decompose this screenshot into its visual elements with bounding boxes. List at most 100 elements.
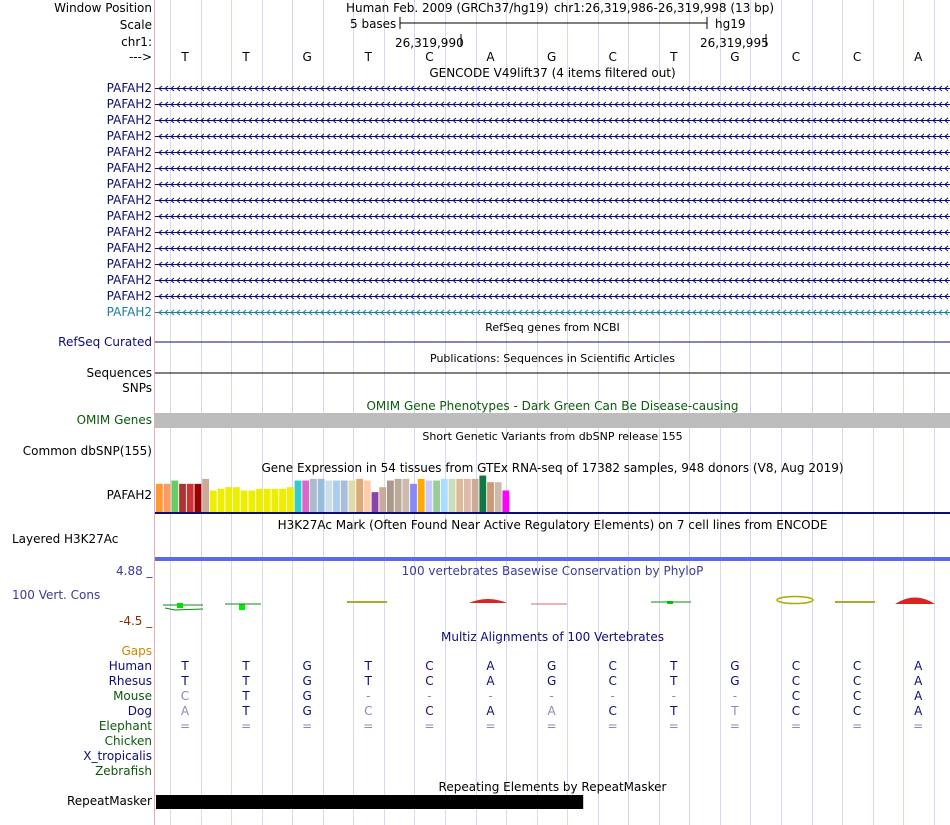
- repeatmasker-label[interactable]: RepeatMasker: [66, 794, 152, 808]
- gencode-item-label[interactable]: PAFAH2: [106, 289, 152, 303]
- strand-arrow: [272, 181, 277, 188]
- strand-arrow: [296, 85, 301, 92]
- strand-arrow: [560, 117, 565, 124]
- strand-arrow: [704, 165, 709, 172]
- gencode-item-label[interactable]: PAFAH2: [106, 241, 152, 255]
- strand-arrow: [344, 181, 349, 188]
- strand-arrow: [518, 165, 523, 172]
- multiz-species-label[interactable]: Mouse: [113, 689, 152, 703]
- strand-arrow: [890, 181, 895, 188]
- strand-arrow: [902, 245, 907, 252]
- strand-arrow: [158, 133, 163, 140]
- strand-arrow: [614, 101, 619, 108]
- gtex-tissue-bar: [487, 482, 494, 512]
- strand-arrow: [920, 309, 925, 316]
- gencode-item-label[interactable]: PAFAH2: [106, 145, 152, 159]
- gencode-item-label[interactable]: PAFAH2: [106, 305, 152, 319]
- gencode-item-label[interactable]: PAFAH2: [106, 257, 152, 271]
- strand-arrow: [296, 117, 301, 124]
- strand-arrow: [338, 261, 343, 268]
- strand-arrow: [884, 261, 889, 268]
- omim-bar[interactable]: [155, 413, 950, 428]
- strand-arrow: [608, 261, 613, 268]
- multiz-species-label[interactable]: Elephant: [98, 719, 152, 733]
- strand-arrow: [638, 261, 643, 268]
- strand-arrow: [914, 133, 919, 140]
- gencode-item-label[interactable]: PAFAH2: [106, 273, 152, 287]
- strand-arrow: [344, 85, 349, 92]
- multiz-base: C: [791, 689, 801, 703]
- gencode-item-label[interactable]: PAFAH2: [106, 193, 152, 207]
- strand-arrow: [314, 213, 319, 220]
- strand-arrow: [812, 133, 817, 140]
- strand-arrow: [350, 309, 355, 316]
- h3k27ac-label[interactable]: Layered H3K27Ac: [12, 532, 119, 546]
- strand-arrow: [530, 85, 535, 92]
- strand-arrow: [758, 197, 763, 204]
- gencode-item-label[interactable]: PAFAH2: [106, 97, 152, 111]
- multiz-base: C: [425, 659, 434, 673]
- gencode-item-label[interactable]: PAFAH2: [106, 129, 152, 143]
- gencode-item-label[interactable]: PAFAH2: [106, 113, 152, 127]
- strand-arrow: [914, 213, 919, 220]
- strand-arrow: [896, 85, 901, 92]
- multiz-species-label[interactable]: Chicken: [104, 734, 152, 748]
- strand-arrow: [674, 277, 679, 284]
- pubs-label[interactable]: Sequences: [86, 366, 152, 380]
- strand-arrow: [824, 197, 829, 204]
- h3k27ac-signal[interactable]: [155, 557, 950, 561]
- strand-arrow: [242, 197, 247, 204]
- gencode-item-label[interactable]: PAFAH2: [106, 209, 152, 223]
- snps-label[interactable]: SNPs: [122, 381, 152, 395]
- gtex-label[interactable]: PAFAH2: [106, 488, 152, 502]
- strand-arrow: [662, 261, 667, 268]
- strand-arrow: [314, 293, 319, 300]
- strand-arrow: [680, 165, 685, 172]
- strand-arrow: [422, 229, 427, 236]
- gencode-item-label[interactable]: PAFAH2: [106, 161, 152, 175]
- strand-arrow: [206, 309, 211, 316]
- strand-arrow: [698, 165, 703, 172]
- gencode-item-label[interactable]: PAFAH2: [106, 81, 152, 95]
- strand-arrow: [458, 293, 463, 300]
- strand-arrow: [722, 213, 727, 220]
- strand-arrow: [944, 229, 949, 236]
- strand-arrow: [266, 229, 271, 236]
- multiz-title: Multiz Alignments of 100 Vertebrates: [440, 630, 665, 644]
- gtex-bars[interactable]: [156, 475, 510, 512]
- strand-arrow: [506, 197, 511, 204]
- phylop-label[interactable]: 100 Vert. Cons: [12, 588, 101, 602]
- strand-arrow: [536, 261, 541, 268]
- strand-arrow: [224, 85, 229, 92]
- multiz-species-label[interactable]: Dog: [127, 704, 152, 718]
- strand-arrow: [488, 277, 493, 284]
- strand-arrow: [362, 165, 367, 172]
- refseq-label[interactable]: RefSeq Curated: [58, 335, 152, 349]
- strand-arrow: [764, 213, 769, 220]
- strand-arrow: [632, 309, 637, 316]
- strand-arrow: [866, 181, 871, 188]
- multiz-species-label[interactable]: Human: [108, 659, 152, 673]
- position-range[interactable]: chr1:26,319,986-26,319,998 (13 bp): [554, 1, 775, 15]
- gencode-item-label[interactable]: PAFAH2: [106, 225, 152, 239]
- strand-arrow: [302, 133, 307, 140]
- strand-arrow: [512, 85, 517, 92]
- strand-arrow: [470, 181, 475, 188]
- strand-arrow: [830, 85, 835, 92]
- multiz-species-label[interactable]: Rhesus: [108, 674, 152, 688]
- gtex-tissue-bar: [325, 480, 333, 512]
- strand-arrow: [878, 133, 883, 140]
- omim-label[interactable]: OMIM Genes: [76, 413, 152, 427]
- dbsnp-label[interactable]: Common dbSNP(155): [22, 444, 152, 458]
- multiz-species-label[interactable]: Zebrafish: [95, 764, 152, 778]
- strand-arrow: [692, 133, 697, 140]
- multiz-species-label[interactable]: X_tropicalis: [83, 749, 152, 763]
- strand-arrow: [866, 261, 871, 268]
- strand-arrow: [800, 309, 805, 316]
- phylop-signal[interactable]: [163, 595, 935, 611]
- gencode-item-label[interactable]: PAFAH2: [106, 177, 152, 191]
- repeatmasker-block[interactable]: [156, 795, 584, 809]
- multiz-base: G: [302, 689, 312, 703]
- gencode-gene-lines[interactable]: [155, 85, 950, 316]
- strand-arrow: [476, 133, 481, 140]
